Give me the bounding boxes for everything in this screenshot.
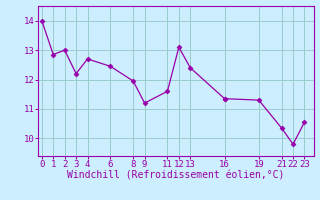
X-axis label: Windchill (Refroidissement éolien,°C): Windchill (Refroidissement éolien,°C) <box>67 171 285 181</box>
